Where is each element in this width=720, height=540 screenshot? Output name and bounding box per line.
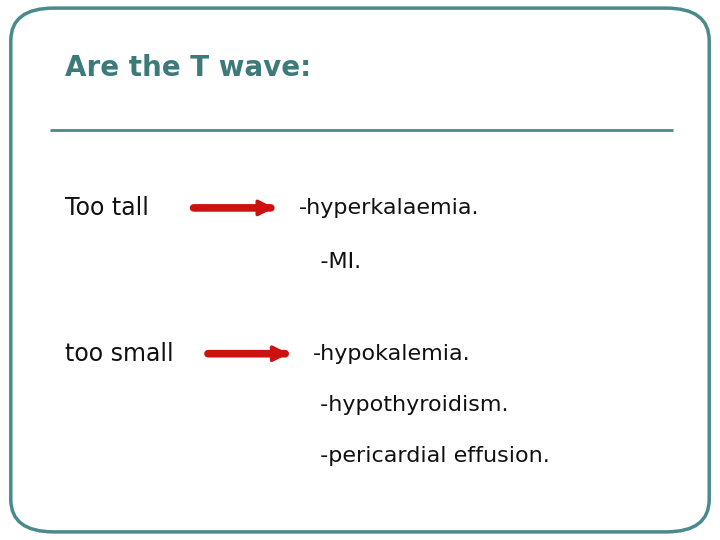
Text: -hypokalemia.: -hypokalemia.: [313, 343, 471, 364]
Text: -hypothyroidism.: -hypothyroidism.: [313, 395, 509, 415]
Text: -hyperkalaemia.: -hyperkalaemia.: [299, 198, 480, 218]
Text: Are the T wave:: Are the T wave:: [65, 53, 311, 82]
Text: -pericardial effusion.: -pericardial effusion.: [313, 446, 550, 467]
FancyBboxPatch shape: [11, 8, 709, 532]
Text: -MI.: -MI.: [299, 252, 361, 272]
Text: Too tall: Too tall: [65, 196, 148, 220]
Text: too small: too small: [65, 342, 174, 366]
